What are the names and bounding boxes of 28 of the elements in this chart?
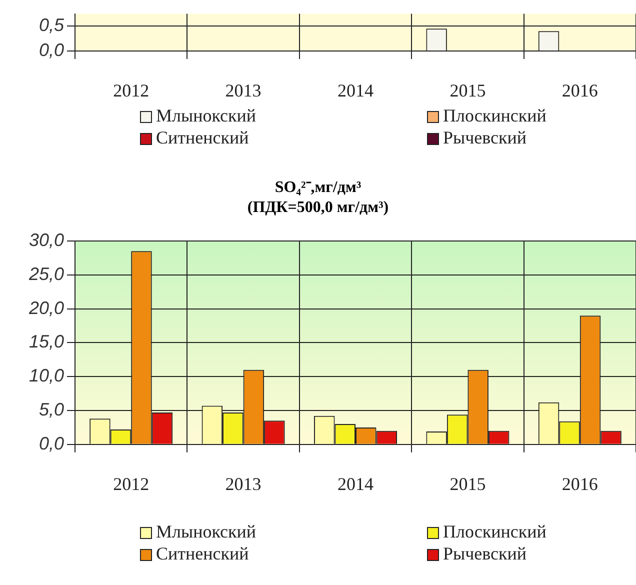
legend-label: Рычевский xyxy=(443,128,527,148)
y-tick-label: 30,0 xyxy=(28,230,64,250)
y-tick-label: 25,0 xyxy=(28,264,64,284)
x-tick-label: 2013 xyxy=(225,474,262,494)
x-tick-label: 2016 xyxy=(562,80,598,101)
legend-label: Плоскинский xyxy=(443,522,547,542)
legend-label: Ситненский xyxy=(156,128,250,148)
y-tick-label: 20,0 xyxy=(28,298,64,318)
chart-title: SO₄²⁻,мг/дм³ (ПДК=500,0 мг/дм³) xyxy=(246,178,390,218)
y-tick-label: 10,0 xyxy=(28,366,64,386)
x-tick-label: 2012 xyxy=(113,474,150,494)
legend-label: Млынокский xyxy=(156,522,256,542)
legend-label: Плоскинский xyxy=(443,106,547,126)
y-tick-label: 0,0 xyxy=(38,433,64,454)
x-tick-label: 2014 xyxy=(338,474,374,494)
legend-label: Млынокский xyxy=(156,106,256,126)
x-tick-label: 2014 xyxy=(338,80,374,101)
y-tick-label: 5,0 xyxy=(38,400,64,420)
x-tick-label: 2012 xyxy=(113,80,150,101)
legend-label: Ситненский xyxy=(156,544,250,564)
x-tick-label: 2015 xyxy=(450,80,486,101)
y-tick-label: 0,0 xyxy=(38,40,64,60)
x-tick-label: 2016 xyxy=(562,474,598,494)
x-tick-label: 2015 xyxy=(450,474,486,494)
x-tick-label: 2013 xyxy=(225,80,262,101)
y-tick-label: 15,0 xyxy=(28,332,64,352)
legend-label: Рычевский xyxy=(443,544,527,564)
y-tick-label: 0,5 xyxy=(38,15,65,36)
